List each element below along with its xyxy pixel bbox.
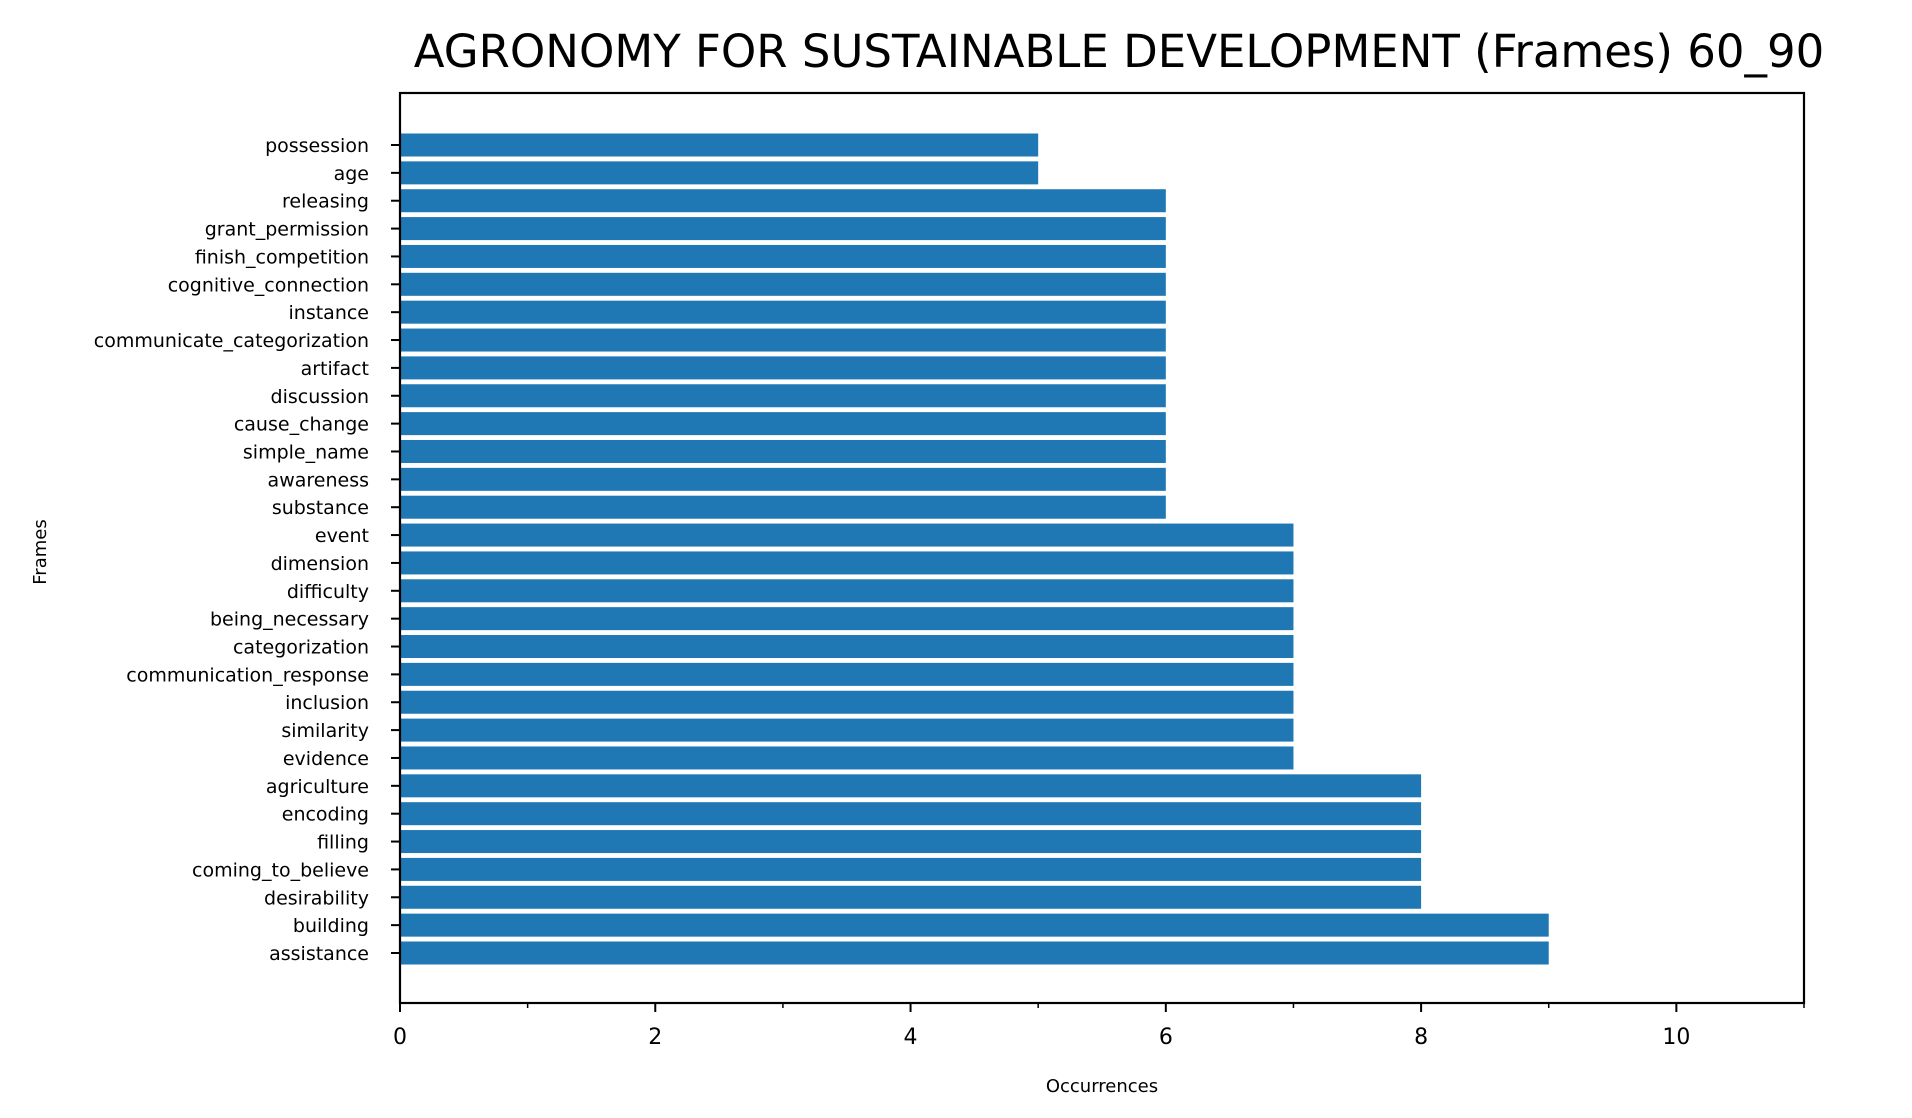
y-tick-label: being_necessary <box>210 609 369 631</box>
x-axis: 0 2 4 6 8 10 <box>393 1003 1805 1050</box>
x-tick-label: 4 <box>904 1025 918 1050</box>
bar-simple_name <box>400 439 1166 463</box>
bar-coming_to_believe <box>400 857 1422 881</box>
y-tick-label: desirability <box>264 887 369 909</box>
bar-dimension <box>400 551 1294 575</box>
bar-being_necessary <box>400 607 1294 631</box>
x-tick-label: 0 <box>393 1025 407 1050</box>
bar-discussion <box>400 384 1166 408</box>
plot-frame <box>398 91 1806 1005</box>
bar-age <box>400 161 1039 185</box>
bar-instance <box>400 300 1166 324</box>
y-axis: possession age releasing grant_permissionfi… <box>94 135 400 965</box>
y-tick-label: releasing <box>282 191 369 213</box>
y-tick-label: evidence <box>283 748 369 770</box>
y-tick-label: filling <box>317 832 369 854</box>
y-tick-label: discussion <box>271 386 369 408</box>
y-tick-label: instance <box>289 302 370 324</box>
y-tick-label: possession <box>265 135 369 157</box>
bar-communicate_categorization <box>400 328 1166 352</box>
y-tick-label: encoding <box>282 804 369 826</box>
bar-difficulty <box>400 579 1294 603</box>
y-tick-label: communicate_categorization <box>94 330 369 352</box>
bar-grant_permission <box>400 217 1166 241</box>
y-tick-label: assistance <box>269 943 369 965</box>
y-tick-label: awareness <box>268 469 369 491</box>
y-tick-label: agriculture <box>266 776 369 798</box>
x-tick-label: 6 <box>1159 1025 1173 1050</box>
x-tick-label: 2 <box>648 1025 662 1050</box>
bar-cause_change <box>400 412 1166 436</box>
y-tick-label: cognitive_connection <box>168 274 369 296</box>
y-tick-label: coming_to_believe <box>192 859 369 881</box>
y-tick-label: grant_permission <box>205 219 369 241</box>
bar-event <box>400 523 1294 547</box>
y-tick-label: age <box>334 163 369 185</box>
x-tick-label: 10 <box>1662 1025 1690 1050</box>
y-tick-label: categorization <box>233 637 369 659</box>
bar-finish_competition <box>400 244 1166 268</box>
bar-categorization <box>400 635 1294 659</box>
x-tick-label: 8 <box>1414 1025 1428 1050</box>
bar-substance <box>400 495 1166 519</box>
bar-inclusion <box>400 690 1294 714</box>
bar-encoding <box>400 802 1422 826</box>
y-tick-label: finish_competition <box>195 246 369 268</box>
bar-similarity <box>400 718 1294 742</box>
bar-awareness <box>400 467 1166 491</box>
y-tick-label: simple_name <box>243 441 369 463</box>
bar-desirability <box>400 885 1422 909</box>
y-tick-label: event <box>315 525 369 547</box>
bar-evidence <box>400 746 1294 770</box>
y-tick-label: dimension <box>271 553 369 575</box>
y-axis-label: Frames <box>30 519 51 584</box>
bar-communication_response <box>400 662 1294 686</box>
y-tick-label: cause_change <box>234 414 369 436</box>
y-tick-label: communication_response <box>126 664 369 686</box>
bar-cognitive_connection <box>400 272 1166 296</box>
bars-layer <box>400 133 1549 965</box>
bar-assistance <box>400 941 1549 965</box>
bar-releasing <box>400 189 1166 213</box>
bar-agriculture <box>400 774 1422 798</box>
x-axis-label: Occurrences <box>1046 1076 1158 1097</box>
y-tick-label: difficulty <box>287 581 369 603</box>
y-tick-label: substance <box>272 497 369 519</box>
y-tick-label: similarity <box>281 720 369 742</box>
bar-filling <box>400 830 1422 854</box>
y-tick-label: inclusion <box>285 692 369 714</box>
bar-possession <box>400 133 1039 157</box>
bar-artifact <box>400 356 1166 380</box>
chart-title: AGRONOMY FOR SUSTAINABLE DEVELOPMENT (Fr… <box>414 25 1825 78</box>
y-tick-label: building <box>293 915 369 937</box>
bar-building <box>400 913 1549 937</box>
y-tick-label: artifact <box>301 358 369 380</box>
